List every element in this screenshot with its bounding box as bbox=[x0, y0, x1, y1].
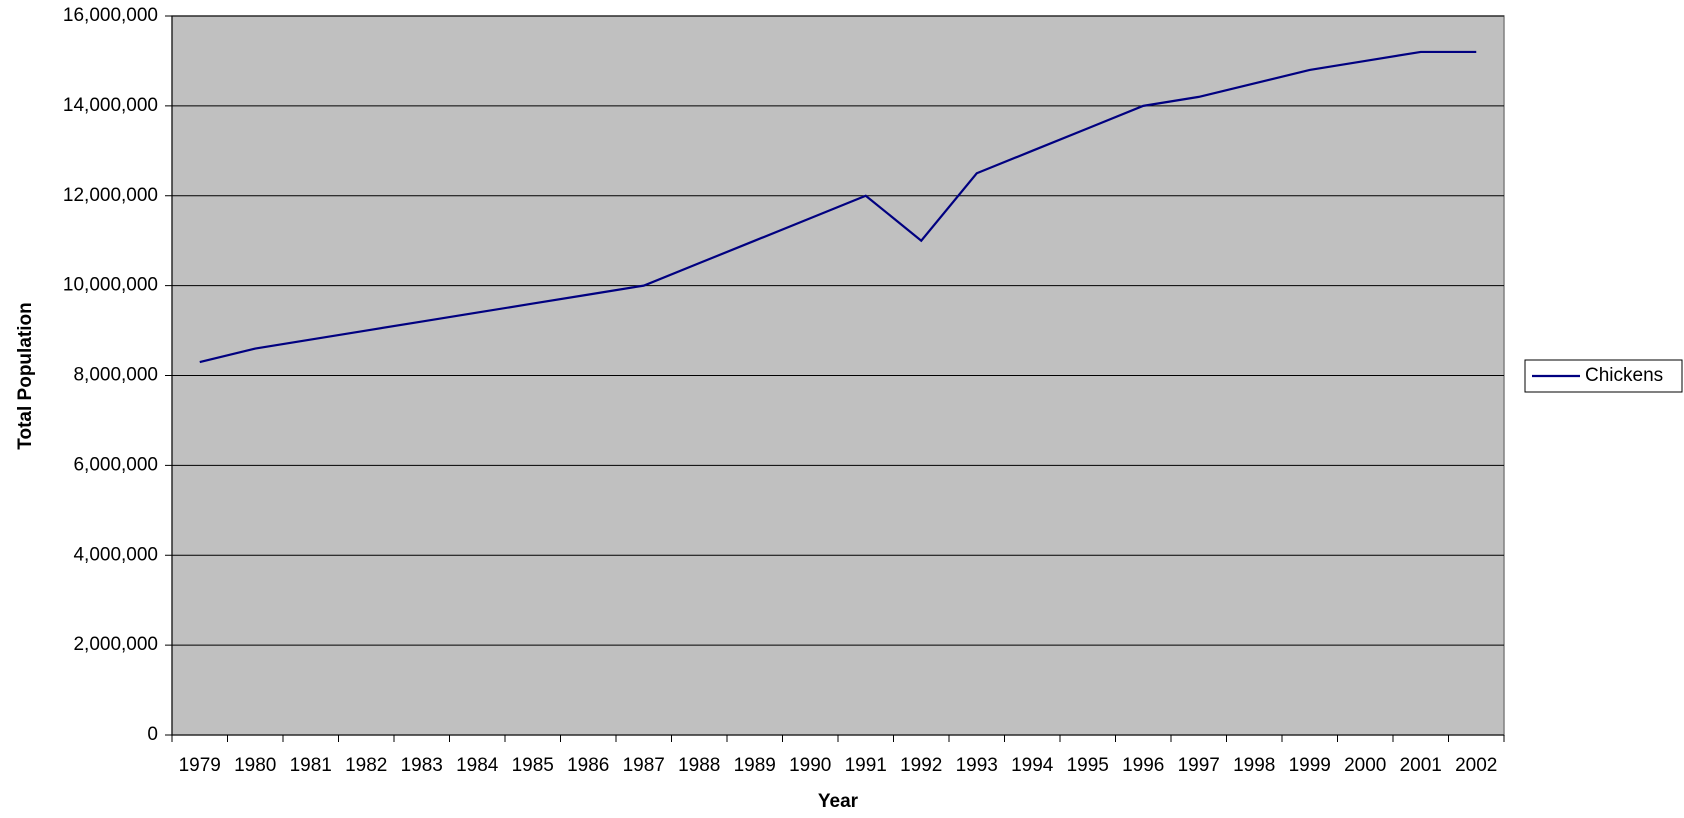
x-tick-label: 2001 bbox=[1400, 755, 1442, 776]
x-tick-label: 1989 bbox=[734, 755, 776, 776]
x-tick-label: 1991 bbox=[845, 755, 887, 776]
y-tick-label: 4,000,000 bbox=[73, 544, 158, 565]
y-tick-label: 2,000,000 bbox=[73, 634, 158, 655]
x-tick-label: 1999 bbox=[1289, 755, 1331, 776]
x-tick-label: 1990 bbox=[789, 755, 831, 776]
line-series bbox=[199, 50, 1477, 364]
x-tick-label: 1992 bbox=[900, 755, 942, 776]
x-tick-label: 1986 bbox=[567, 755, 609, 776]
x-tick-label: 1982 bbox=[345, 755, 387, 776]
y-tick-label: 12,000,000 bbox=[63, 185, 158, 206]
y-axis-title: Total Population bbox=[15, 302, 36, 449]
x-tick-label: 1984 bbox=[456, 755, 499, 776]
x-tick-label: 1998 bbox=[1233, 755, 1275, 776]
x-tick-label: 1997 bbox=[1178, 755, 1220, 776]
y-tick-label: 10,000,000 bbox=[63, 275, 158, 296]
x-tick-label: 1994 bbox=[1011, 755, 1054, 776]
x-tick-label: 1987 bbox=[623, 755, 665, 776]
y-tick-label: 16,000,000 bbox=[63, 5, 158, 26]
y-tick-label: 14,000,000 bbox=[63, 95, 158, 116]
x-tick-label: 1995 bbox=[1067, 755, 1109, 776]
x-tick-label: 2002 bbox=[1455, 755, 1497, 776]
y-tick-label: 0 bbox=[147, 724, 158, 745]
x-tick-label: 1981 bbox=[290, 755, 332, 776]
x-tick-label: 2000 bbox=[1344, 755, 1386, 776]
x-axis-title: Year bbox=[818, 791, 859, 812]
y-tick-label: 6,000,000 bbox=[73, 454, 158, 475]
x-tick-label: 1988 bbox=[678, 755, 720, 776]
x-tick-label: 1996 bbox=[1122, 755, 1164, 776]
x-tick-label: 1993 bbox=[956, 755, 998, 776]
legend-label: Chickens bbox=[1585, 365, 1663, 386]
x-tick-label: 1985 bbox=[512, 755, 554, 776]
x-tick-label: 1983 bbox=[401, 755, 443, 776]
y-tick-label: 8,000,000 bbox=[73, 365, 158, 386]
x-tick-label: 1980 bbox=[234, 755, 276, 776]
x-tick-label: 1979 bbox=[179, 755, 221, 776]
